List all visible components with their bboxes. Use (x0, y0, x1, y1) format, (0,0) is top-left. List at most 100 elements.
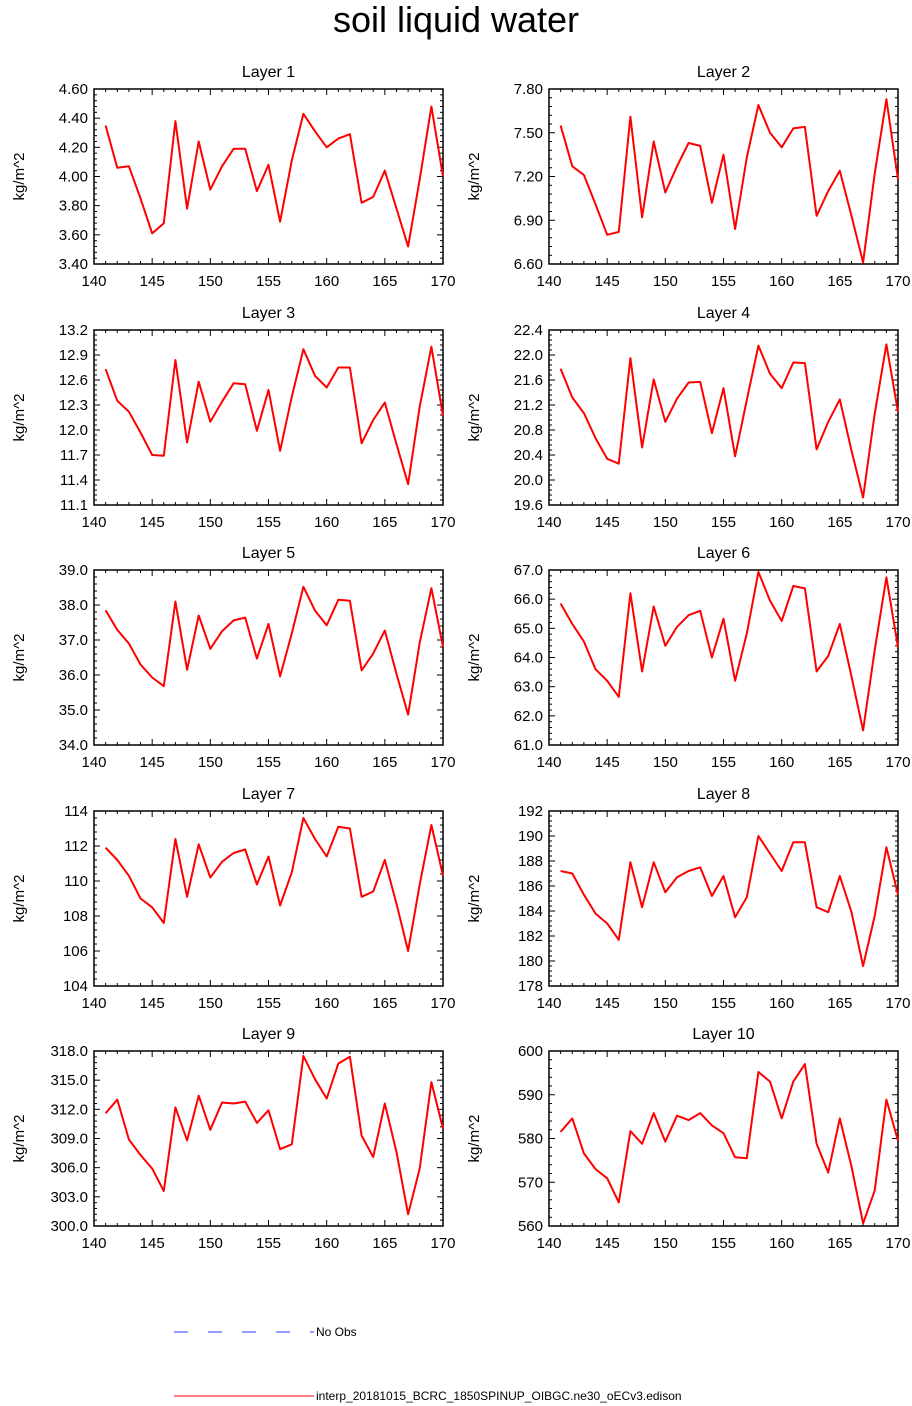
legend-label-no-obs: No Obs (316, 1325, 357, 1339)
x-tick-label: 150 (653, 995, 678, 1012)
y-tick-label: 6.60 (514, 256, 543, 273)
panel-title: Layer 4 (697, 305, 750, 322)
x-tick-label: 145 (140, 754, 165, 771)
y-tick-label: 186 (518, 878, 543, 895)
y-tick-label: 13.2 (59, 322, 88, 339)
panel-layer-5: Layer 5 kg/m^2 140 145 150 155 160 165 170 34.0 35… (11, 545, 456, 771)
x-tick-label: 140 (536, 273, 561, 290)
legend-label-model: interp_20181015_BCRC_1850SPINUP_OIBGC.ne… (316, 1389, 682, 1403)
x-tick-label: 155 (256, 995, 281, 1012)
y-tick-label: 3.80 (59, 198, 88, 215)
x-tick-label: 165 (827, 514, 852, 531)
x-tick-label: 170 (430, 754, 455, 771)
y-tick-label: 12.9 (59, 347, 88, 364)
x-tick-label: 160 (769, 1235, 794, 1252)
x-tick-label: 160 (769, 754, 794, 771)
plot-frame (548, 810, 899, 987)
x-tick-label: 160 (769, 995, 794, 1012)
y-tick-label: 192 (518, 803, 543, 820)
y-tick-label: 114 (64, 803, 88, 820)
x-tick-label: 165 (827, 273, 852, 290)
x-tick-label: 165 (372, 995, 397, 1012)
y-axis-label: kg/m^2 (11, 875, 28, 923)
y-tick-label: 11.4 (60, 472, 88, 489)
y-tick-label: 7.80 (514, 81, 543, 98)
y-tick-label: 4.20 (59, 139, 88, 156)
panel-title: Layer 7 (242, 786, 295, 803)
x-tick-label: 140 (536, 1235, 561, 1252)
y-tick-label: 108 (63, 908, 88, 925)
x-tick-label: 165 (372, 514, 397, 531)
chart-title: soil liquid water (332, 0, 580, 40)
y-tick-label: 12.0 (59, 422, 88, 439)
x-tick-label: 145 (595, 754, 620, 771)
x-tick-label: 145 (140, 995, 165, 1012)
x-tick-label: 170 (885, 995, 910, 1012)
plot-frame (548, 329, 899, 506)
x-tick-label: 165 (372, 754, 397, 771)
y-tick-label: 300.0 (50, 1218, 88, 1235)
x-tick-label: 160 (769, 514, 794, 531)
x-tick-label: 150 (198, 1235, 223, 1252)
x-tick-label: 170 (430, 273, 455, 290)
y-tick-label: 34.0 (59, 737, 88, 754)
x-tick-label: 170 (885, 754, 910, 771)
y-axis-label: kg/m^2 (11, 1115, 28, 1163)
y-tick-label: 190 (518, 828, 543, 845)
plot-frame (548, 569, 899, 746)
panel-title: Layer 3 (242, 305, 295, 322)
y-tick-label: 65.0 (514, 620, 543, 637)
y-tick-label: 600 (518, 1043, 543, 1060)
y-tick-label: 22.0 (514, 347, 543, 364)
y-tick-label: 309.0 (50, 1131, 88, 1148)
y-tick-label: 11.7 (60, 447, 88, 464)
x-tick-label: 140 (81, 995, 106, 1012)
y-tick-label: 20.4 (514, 447, 543, 464)
y-tick-label: 67.0 (514, 562, 543, 579)
series-line-model (104, 105, 444, 248)
y-axis-label: kg/m^2 (466, 634, 483, 682)
panel-layer-9: Layer 9 kg/m^2 140 145 150 155 160 165 170 300.0 3… (11, 1026, 456, 1252)
x-tick-label: 170 (885, 1235, 910, 1252)
y-tick-label: 3.60 (59, 227, 88, 244)
panel-title: Layer 2 (697, 64, 750, 81)
x-tick-label: 155 (256, 1235, 281, 1252)
y-tick-label: 112 (64, 838, 88, 855)
x-tick-label: 140 (81, 273, 106, 290)
y-tick-label: 64.0 (514, 650, 543, 667)
x-tick-label: 140 (81, 754, 106, 771)
y-axis-label: kg/m^2 (466, 1115, 483, 1163)
y-tick-label: 318.0 (50, 1043, 88, 1060)
legend-item-no-obs: No Obs (174, 1325, 357, 1339)
x-tick-label: 150 (653, 754, 678, 771)
y-tick-label: 61.0 (514, 737, 543, 754)
series-line-model (104, 1054, 444, 1216)
y-axis-label: kg/m^2 (11, 394, 28, 442)
y-tick-label: 4.40 (59, 110, 88, 127)
panel-layer-6: Layer 6 kg/m^2 140 145 150 155 160 165 170 61.0 62… (466, 545, 911, 771)
x-tick-label: 140 (536, 514, 561, 531)
x-tick-label: 145 (140, 273, 165, 290)
y-tick-label: 182 (518, 928, 543, 945)
y-tick-label: 63.0 (514, 679, 543, 696)
y-tick-label: 184 (518, 903, 543, 920)
y-tick-label: 570 (518, 1174, 543, 1191)
x-tick-label: 150 (653, 514, 678, 531)
x-tick-label: 160 (314, 995, 339, 1012)
y-tick-label: 7.50 (514, 125, 543, 142)
y-tick-label: 20.8 (514, 422, 543, 439)
x-tick-label: 155 (256, 273, 281, 290)
y-tick-label: 106 (63, 943, 88, 960)
y-tick-label: 4.60 (59, 81, 88, 98)
series-line-model (559, 98, 899, 264)
panel-layer-4: Layer 4 kg/m^2 140 145 150 155 160 165 170 19.6 20… (466, 305, 911, 531)
y-tick-label: 62.0 (514, 708, 543, 725)
plot-frame (93, 1050, 444, 1227)
panel-layer-10: Layer 10 kg/m^2 140 145 150 155 160 165 170 560 57… (466, 1026, 911, 1252)
x-tick-label: 155 (711, 273, 736, 290)
y-tick-label: 580 (518, 1131, 543, 1148)
y-axis-label: kg/m^2 (11, 153, 28, 201)
x-tick-label: 145 (140, 1235, 165, 1252)
plot-frame (93, 88, 444, 265)
